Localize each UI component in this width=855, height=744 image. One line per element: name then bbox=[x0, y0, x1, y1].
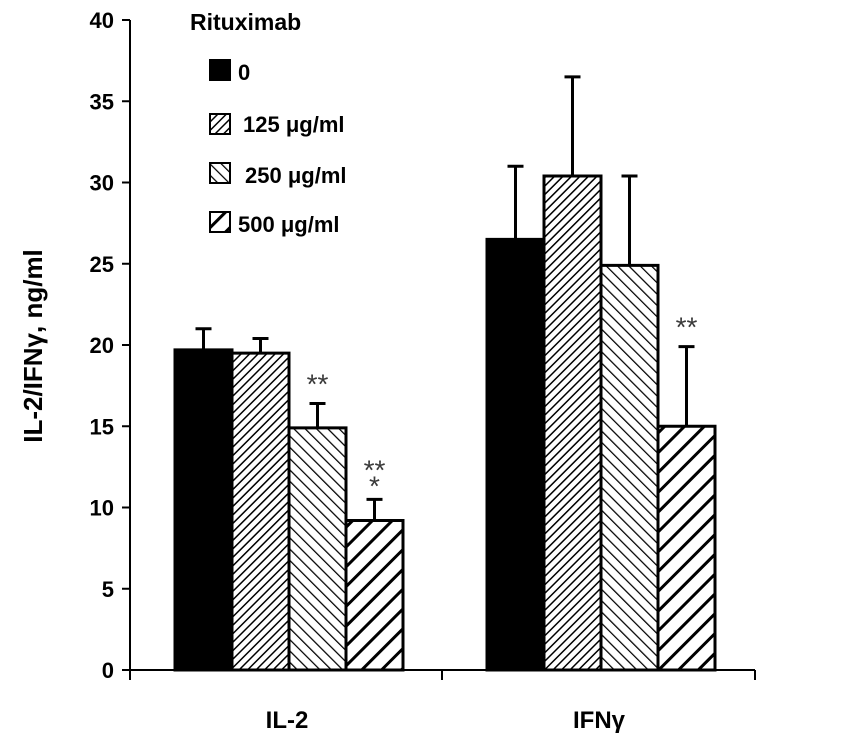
y-axis-title: IL-2/IFNγ, ng/ml bbox=[18, 249, 48, 443]
bar-ifnγ-3 bbox=[656, 424, 717, 672]
legend: Rituximab 0 125 μg/ml 250 μg/ml 500 μg/ml bbox=[190, 9, 347, 237]
bar-il-2-3 bbox=[344, 519, 405, 672]
y-tick-label: 20 bbox=[90, 333, 114, 358]
legend-swatch-0 bbox=[209, 59, 231, 81]
y-tick-label: 40 bbox=[90, 8, 114, 33]
x-category-label: IL-2 bbox=[266, 707, 309, 734]
legend-label-1: 125 μg/ml bbox=[243, 112, 345, 137]
y-tick-label: 5 bbox=[102, 577, 114, 602]
significance-marker: ** bbox=[364, 454, 386, 485]
y-tick-label: 10 bbox=[90, 496, 114, 521]
bar-il-2-2 bbox=[287, 426, 348, 672]
bar-il-2-1 bbox=[230, 351, 291, 672]
legend-swatch-2 bbox=[209, 162, 231, 184]
x-category-label: IFNγ bbox=[573, 707, 626, 734]
y-tick-label: 15 bbox=[90, 414, 114, 439]
legend-label-0: 0 bbox=[238, 60, 250, 85]
y-tick-label: 0 bbox=[102, 658, 114, 683]
legend-swatch-3 bbox=[209, 211, 231, 233]
bar-ifnγ-2 bbox=[599, 263, 660, 672]
significance-marker: * bbox=[369, 470, 380, 501]
bar-ifnγ-0 bbox=[485, 237, 546, 672]
legend-title: Rituximab bbox=[190, 9, 301, 35]
legend-swatch-1 bbox=[209, 113, 231, 135]
significance-marker: ** bbox=[307, 369, 329, 400]
significance-marker: ** bbox=[676, 312, 698, 343]
bar-ifnγ-1 bbox=[542, 174, 603, 672]
y-tick-label: 30 bbox=[90, 171, 114, 196]
legend-label-2: 250 μg/ml bbox=[245, 163, 347, 188]
legend-label-3: 500 μg/ml bbox=[238, 212, 340, 237]
y-tick-label: 35 bbox=[90, 89, 114, 114]
bar-il-2-0 bbox=[173, 348, 234, 672]
y-tick-label: 25 bbox=[90, 252, 114, 277]
